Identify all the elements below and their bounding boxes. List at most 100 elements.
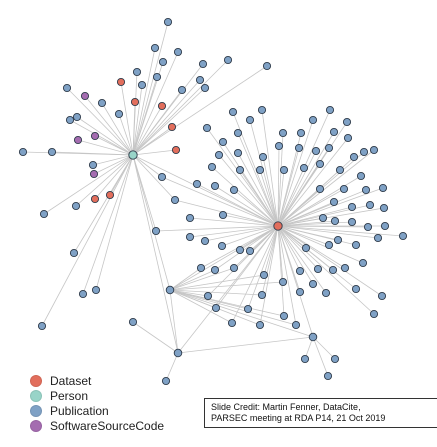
network-node: [311, 146, 321, 156]
network-edge: [237, 132, 279, 227]
network-node: [342, 117, 352, 127]
network-edge: [165, 352, 179, 382]
network-edge: [132, 59, 229, 156]
network-node: [173, 47, 183, 57]
network-node: [299, 163, 309, 173]
network-node: [333, 235, 343, 245]
network-node: [359, 147, 369, 157]
network-node: [308, 279, 318, 289]
network-edge: [277, 225, 301, 293]
network-node: [211, 303, 221, 313]
network-node: [329, 127, 339, 137]
network-node: [130, 97, 140, 107]
network-edge: [169, 289, 263, 296]
network-node: [185, 232, 195, 242]
legend-item-publication: Publication: [30, 403, 164, 418]
network-node: [351, 284, 361, 294]
network-node: [279, 311, 289, 321]
network-node: [315, 184, 325, 194]
network-node: [97, 98, 107, 108]
network-node: [245, 246, 255, 256]
network-edge: [237, 152, 279, 227]
legend-label: SoftwareSourceCode: [50, 418, 165, 433]
legend-item-software: SoftwareSourceCode: [30, 418, 164, 433]
hub-node: [308, 332, 318, 342]
person-swatch: [30, 389, 42, 402]
network-edge: [277, 225, 346, 269]
network-node: [313, 264, 323, 274]
dataset-hub-node: [273, 221, 283, 231]
network-edge: [169, 281, 284, 291]
legend-item-person: Person: [30, 388, 164, 403]
network-edge: [169, 289, 217, 309]
network-node: [214, 150, 224, 160]
network-node: [318, 213, 328, 223]
network-node: [343, 133, 353, 143]
network-edge: [169, 289, 179, 354]
network-edge: [249, 119, 279, 227]
network-edge: [132, 21, 169, 156]
network-edge: [277, 187, 384, 227]
network-edge: [239, 169, 279, 227]
network-edge: [161, 176, 279, 227]
network-edge: [196, 183, 279, 227]
network-node: [170, 195, 180, 205]
network-edge: [277, 188, 321, 227]
network-node: [301, 243, 311, 253]
network-edge: [92, 154, 134, 166]
network-node: [157, 101, 167, 111]
network-node: [196, 263, 206, 273]
network-node: [90, 131, 100, 141]
network-edge: [277, 188, 345, 227]
network-node: [37, 321, 47, 331]
network-edge: [169, 289, 285, 317]
network-edge: [277, 163, 321, 227]
network-edge: [206, 127, 279, 227]
network-edge: [73, 154, 134, 254]
network-node: [278, 128, 288, 138]
network-node: [223, 55, 233, 65]
network-node: [229, 263, 239, 273]
network-node: [329, 197, 339, 207]
network-node: [295, 287, 305, 297]
network-node: [171, 145, 181, 155]
network-edge: [101, 102, 134, 156]
network-node: [291, 320, 301, 330]
network-edge: [277, 150, 317, 227]
network-node: [203, 291, 213, 301]
network-node: [335, 165, 345, 175]
network-edge: [43, 154, 134, 215]
network-edge: [277, 217, 324, 227]
network-node: [73, 135, 83, 145]
network-edge: [118, 113, 134, 156]
network-edge: [261, 225, 279, 296]
network-edge: [222, 214, 279, 227]
network-edge: [169, 225, 279, 291]
network-node: [137, 80, 147, 90]
network-edge: [75, 154, 134, 207]
network-node: [185, 213, 195, 223]
network-edge: [312, 336, 329, 377]
network-edge: [169, 267, 202, 291]
credit-line-2: PARSEC meeting at RDA P14, 21 Oct 2019: [211, 413, 386, 423]
network-node: [200, 236, 210, 246]
software-swatch: [30, 419, 42, 432]
network-node: [377, 291, 387, 301]
network-node: [255, 165, 265, 175]
network-edge: [132, 101, 136, 156]
network-edge: [169, 267, 235, 291]
network-edges: [22, 21, 404, 382]
network-edge: [277, 167, 305, 227]
network-node: [356, 171, 366, 181]
network-edge: [218, 154, 279, 227]
network-edge: [259, 169, 279, 227]
network-node: [347, 202, 357, 212]
network-edge: [169, 269, 216, 291]
network-edge: [277, 169, 285, 227]
network-node: [379, 203, 389, 213]
network-edge: [169, 289, 209, 297]
network-node: [105, 190, 115, 200]
network-edge: [155, 225, 279, 232]
network-node: [339, 184, 349, 194]
